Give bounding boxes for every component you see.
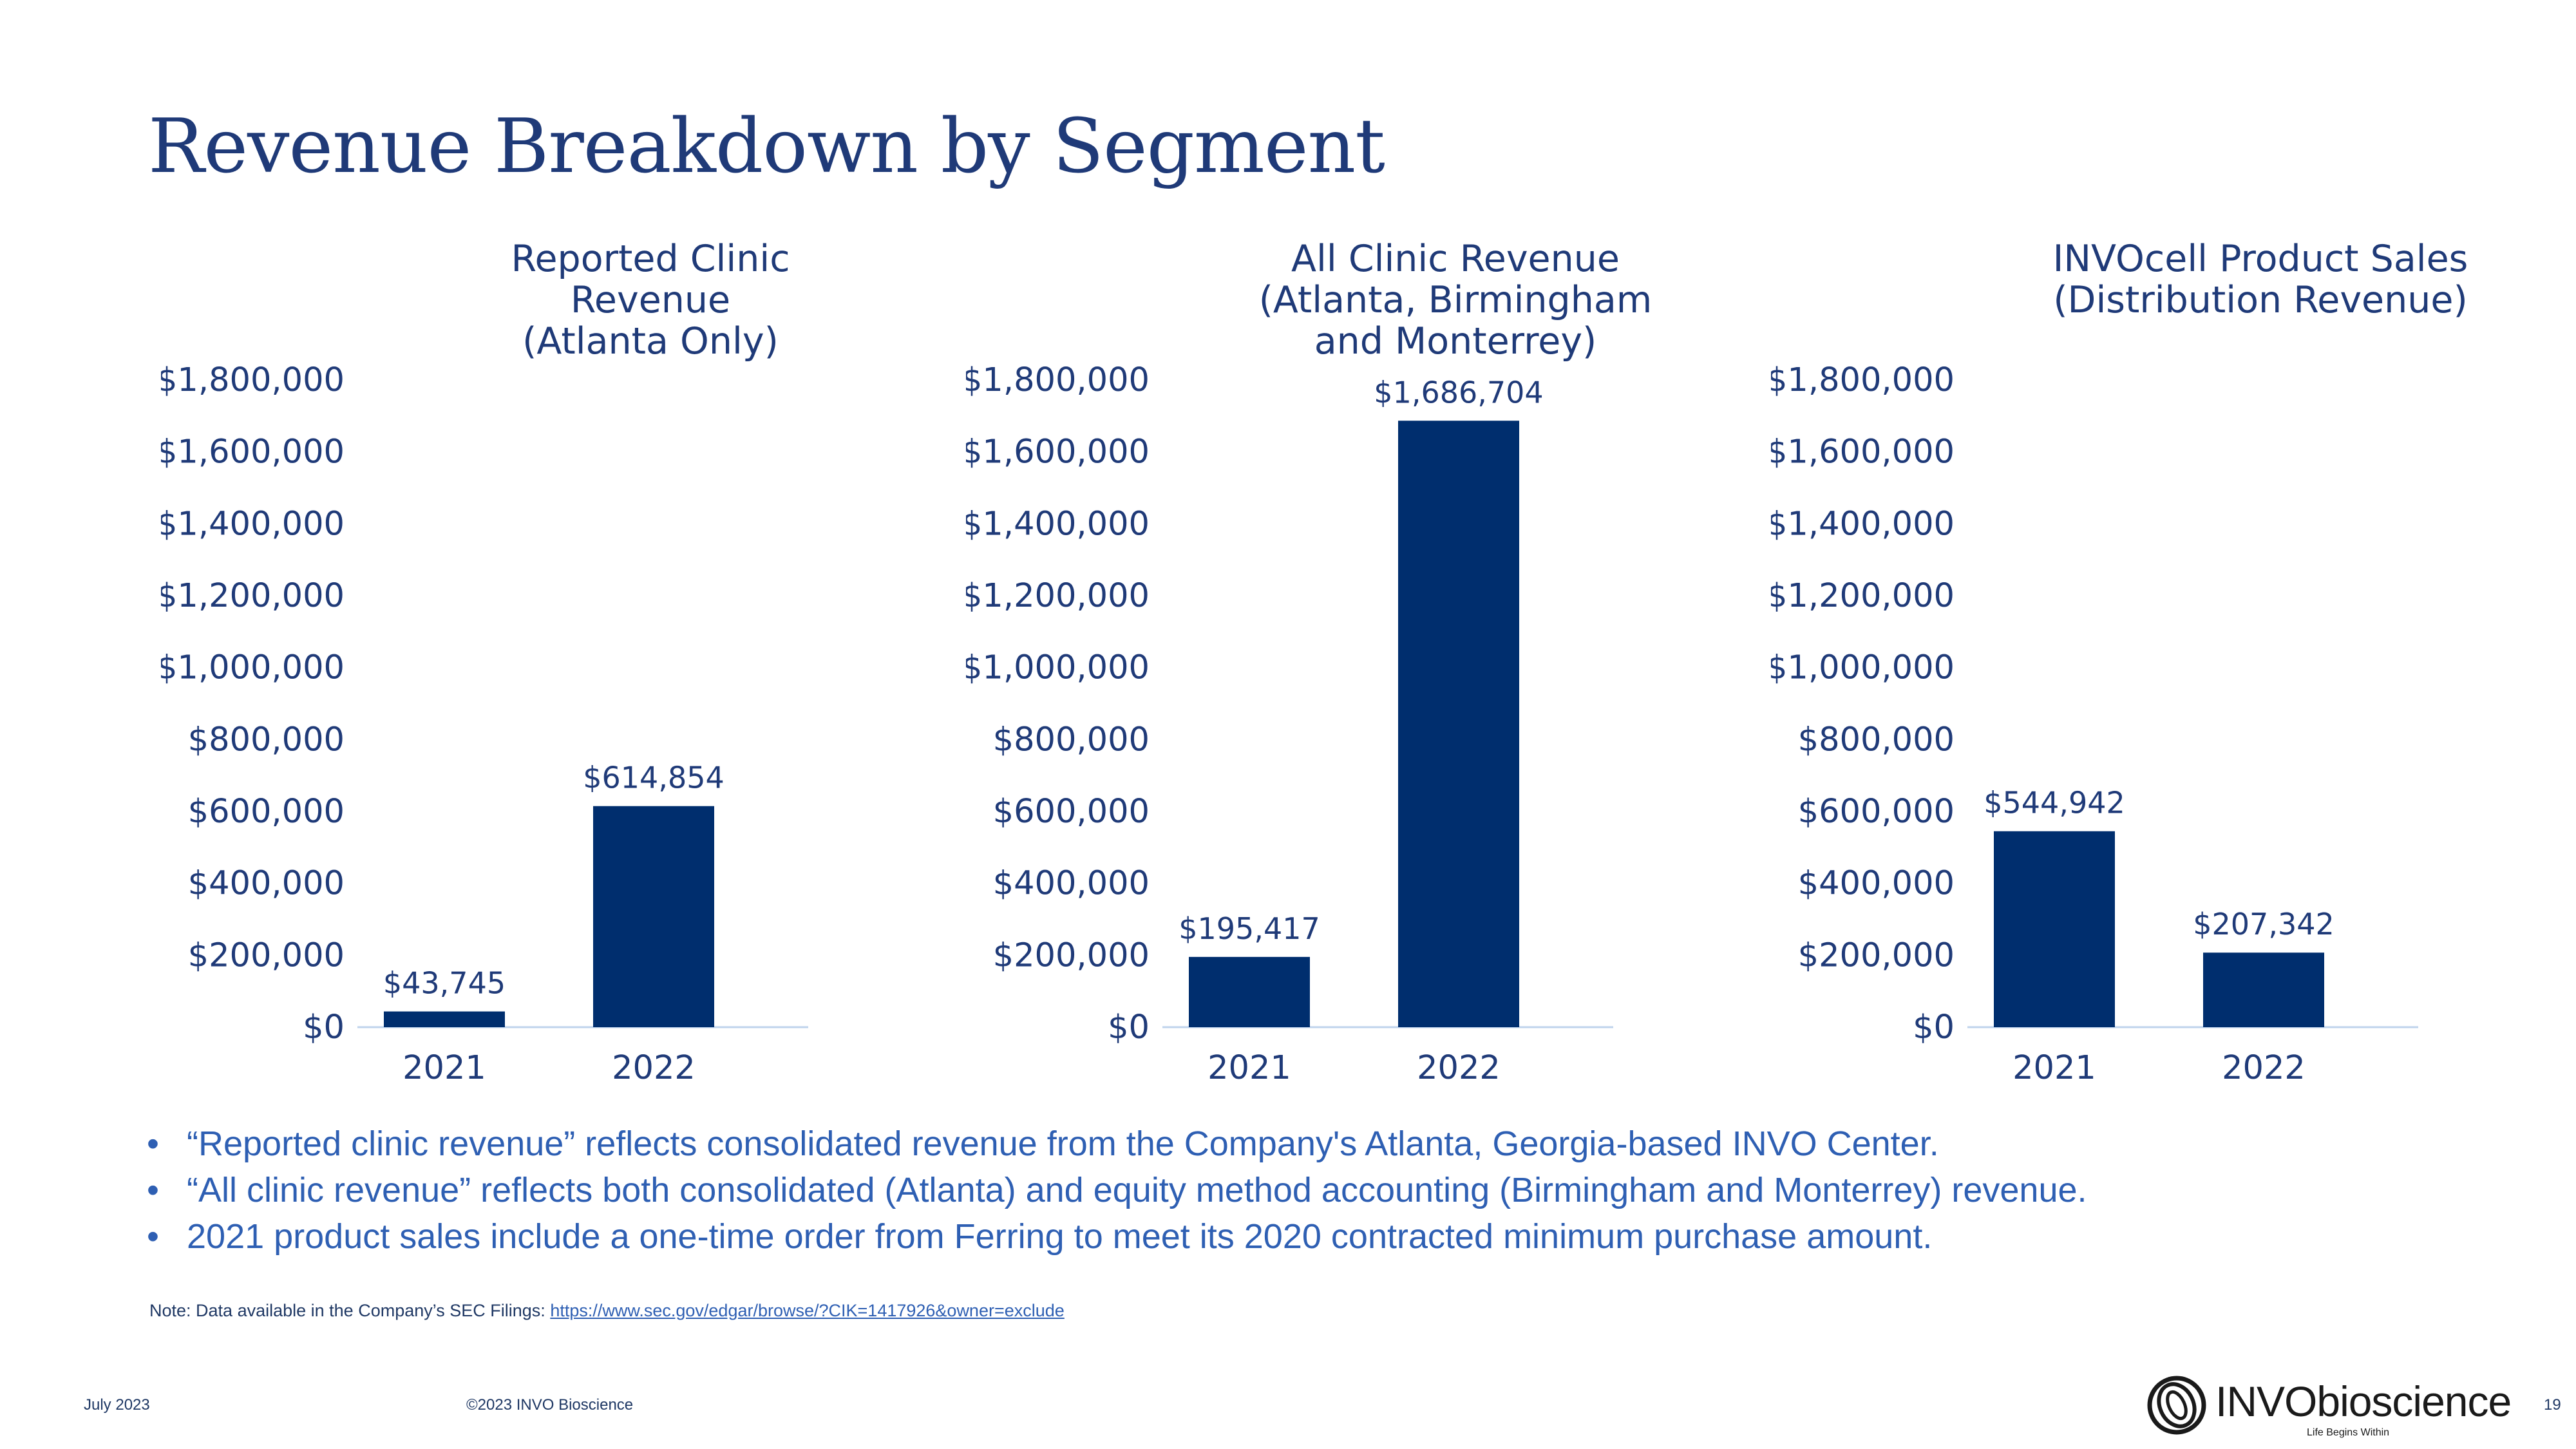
y-tick-label: $1,400,000 bbox=[1771, 505, 1955, 543]
chart-title: All Clinic Revenue (Atlanta, Birmingham … bbox=[1258, 238, 1653, 363]
y-tick-label: $1,600,000 bbox=[161, 433, 345, 471]
bar-2021 bbox=[384, 1011, 505, 1027]
y-tick-label: $1,200,000 bbox=[966, 577, 1150, 615]
y-tick-label: $400,000 bbox=[1798, 865, 1955, 903]
chart-reported-clinic-revenue: Reported Clinic Revenue (Atlanta Only) $… bbox=[161, 232, 960, 1088]
chart-svg: $0 $200,000 $400,000 $600,000 $800,000 $1,000… bbox=[1771, 361, 2418, 1087]
y-tick-label: $200,000 bbox=[993, 936, 1150, 974]
chart-svg: $0 $200,000 $400,000 $600,000 $800,000 $1,000… bbox=[966, 361, 1613, 1087]
y-tick-label: $0 bbox=[1913, 1009, 1955, 1046]
data-label: $207,342 bbox=[2193, 907, 2334, 942]
bullet-symbol: • bbox=[147, 1171, 159, 1209]
y-tick-label: $1,000,000 bbox=[966, 649, 1150, 687]
data-label: $195,417 bbox=[1179, 911, 1320, 946]
x-category-label: 2022 bbox=[612, 1049, 696, 1087]
bar-2022 bbox=[1398, 421, 1519, 1027]
bullet-item: • “All clinic revenue” reflects both cons… bbox=[147, 1167, 2401, 1213]
bullet-list: • “Reported clinic revenue” reflects cons… bbox=[147, 1121, 2401, 1260]
y-tick-label: $800,000 bbox=[1798, 721, 1955, 759]
page-title: Revenue Breakdown by Segment bbox=[148, 103, 1385, 190]
bullet-item: • 2021 product sales include a one-time o… bbox=[147, 1213, 2401, 1260]
y-tick-label: $800,000 bbox=[188, 721, 345, 759]
company-logo: INVObioscience Life Begins Within bbox=[2145, 1372, 2512, 1443]
x-category-label: 2021 bbox=[1208, 1049, 1291, 1087]
y-tick-label: $600,000 bbox=[1798, 793, 1955, 831]
bar-2021 bbox=[1189, 956, 1310, 1027]
y-tick-label: $1,400,000 bbox=[161, 505, 345, 543]
y-tick-label: $1,800,000 bbox=[966, 361, 1150, 399]
footer-copyright: ©2023 INVO Bioscience bbox=[466, 1396, 634, 1414]
bar-2021 bbox=[1994, 831, 2115, 1027]
y-tick-label: $400,000 bbox=[993, 865, 1150, 903]
bullet-text: “All clinic revenue” reflects both conso… bbox=[187, 1171, 2087, 1209]
bullet-text: “Reported clinic revenue” reflects conso… bbox=[187, 1124, 1939, 1163]
y-tick-label: $600,000 bbox=[188, 793, 345, 831]
note-prefix: Note: Data available in the Company’s SE… bbox=[149, 1301, 551, 1320]
y-tick-label: $1,800,000 bbox=[1771, 361, 1955, 399]
bullet-symbol: • bbox=[147, 1124, 159, 1163]
y-tick-label: $200,000 bbox=[1798, 936, 1955, 974]
y-tick-label: $1,600,000 bbox=[966, 433, 1150, 471]
y-tick-label: $1,200,000 bbox=[1771, 577, 1955, 615]
y-tick-label: $0 bbox=[303, 1009, 345, 1046]
x-category-label: 2022 bbox=[2222, 1049, 2306, 1087]
y-tick-label: $400,000 bbox=[188, 865, 345, 903]
bullet-symbol: • bbox=[147, 1217, 159, 1256]
x-category-label: 2021 bbox=[2012, 1049, 2096, 1087]
data-label: $544,942 bbox=[1984, 786, 2125, 820]
page-number: 19 bbox=[2544, 1396, 2561, 1414]
y-tick-label: $1,800,000 bbox=[161, 361, 345, 399]
y-tick-label: $1,400,000 bbox=[966, 505, 1150, 543]
chart-invocell-product-sales: INVOcell Product Sales (Distribution Rev… bbox=[1771, 232, 2570, 1088]
chart-all-clinic-revenue: All Clinic Revenue (Atlanta, Birmingham … bbox=[966, 232, 1765, 1088]
data-label: $614,854 bbox=[583, 761, 724, 795]
bullet-item: • “Reported clinic revenue” reflects cons… bbox=[147, 1121, 2401, 1167]
logo-tagline: Life Begins Within bbox=[2307, 1427, 2390, 1438]
chart-svg: $0 $200,000 $400,000 $600,000 $800,000 $1,000… bbox=[161, 361, 808, 1087]
chart-title: INVOcell Product Sales (Distribution Rev… bbox=[2052, 238, 2468, 321]
chart-title: Reported Clinic Revenue (Atlanta Only) bbox=[511, 238, 790, 363]
x-category-label: 2022 bbox=[1417, 1049, 1501, 1087]
bullet-text: 2021 product sales include a one-time or… bbox=[187, 1217, 1933, 1256]
y-tick-label: $200,000 bbox=[188, 936, 345, 974]
logo-swirl-icon bbox=[2147, 1376, 2206, 1435]
bar-2022 bbox=[2203, 952, 2324, 1027]
y-tick-label: $0 bbox=[1108, 1009, 1150, 1046]
logo-wordmark: INVObioscience bbox=[2215, 1378, 2512, 1425]
sec-filings-link[interactable]: https://www.sec.gov/edgar/browse/?CIK=14… bbox=[550, 1301, 1065, 1320]
y-tick-label: $1,000,000 bbox=[1771, 649, 1955, 687]
source-note: Note: Data available in the Company’s SE… bbox=[149, 1301, 1065, 1321]
y-tick-label: $1,000,000 bbox=[161, 649, 345, 687]
y-tick-label: $800,000 bbox=[993, 721, 1150, 759]
data-label: $1,686,704 bbox=[1374, 375, 1543, 410]
x-category-label: 2021 bbox=[402, 1049, 486, 1087]
data-label: $43,745 bbox=[383, 966, 506, 1001]
y-tick-label: $1,600,000 bbox=[1771, 433, 1955, 471]
bar-2022 bbox=[593, 806, 714, 1027]
y-tick-label: $1,200,000 bbox=[161, 577, 345, 615]
y-tick-label: $600,000 bbox=[993, 793, 1150, 831]
footer-date: July 2023 bbox=[84, 1396, 150, 1414]
